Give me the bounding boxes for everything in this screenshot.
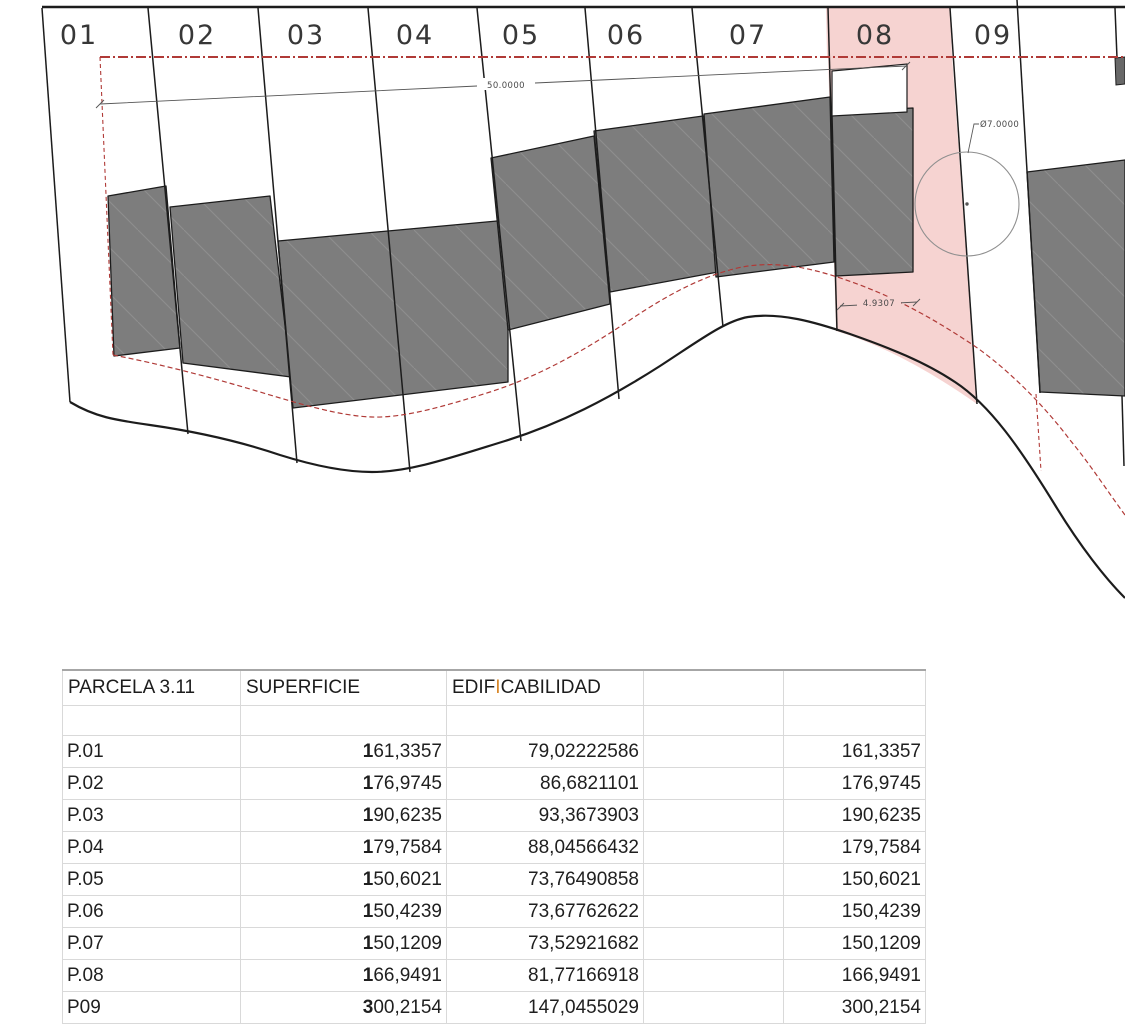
header-highlight-letter: I: [495, 677, 501, 698]
edificabilidad-cell: 81,77166918: [446, 959, 644, 992]
parcel-id-cell: P.04: [62, 831, 241, 864]
table-body: P.01 161,3357 79,02222586 161,3357 P.02 176,9…: [62, 735, 926, 1024]
empty-cell: [643, 767, 784, 800]
empty-cell: [643, 991, 784, 1024]
table-row: P.02 176,9745 86,6821101 176,9745: [62, 767, 926, 800]
empty-cell: [643, 831, 784, 864]
parcel-labels: 01 02 03 04 05 06 07 08 09: [60, 20, 1012, 51]
table-row: P.03 190,6235 93,3673903 190,6235: [62, 799, 926, 832]
building-parcel-05: [490, 135, 611, 331]
table-row: P.06 150,4239 73,67762622 150,4239: [62, 895, 926, 928]
empty-cell: [643, 863, 784, 896]
building-parcel-01: [107, 185, 181, 357]
empty-cell: [643, 927, 784, 960]
edificabilidad-cell: 147,0455029: [446, 991, 644, 1024]
offset-dimension-label: 4.9307: [863, 299, 895, 309]
building-blocks: [107, 96, 1125, 409]
offset-dimension: 4.9307: [836, 297, 921, 311]
table-row: P.07 150,1209 73,52921682 150,1209: [62, 927, 926, 960]
superficie-copy-cell: 166,9491: [783, 959, 926, 992]
header-empty-1: [643, 669, 784, 706]
edificabilidad-cell: 73,67762622: [446, 895, 644, 928]
parcel-label-09: 09: [974, 20, 1012, 51]
header-edificabilidad: EDIFICABILIDAD: [446, 669, 644, 706]
superficie-copy-cell: 300,2154: [783, 991, 926, 1024]
edificabilidad-cell: 73,76490858: [446, 863, 644, 896]
superficie-cell: 190,6235: [240, 799, 447, 832]
superficie-cell: 150,6021: [240, 863, 447, 896]
empty-cell: [643, 959, 784, 992]
parcel-id-cell: P.02: [62, 767, 241, 800]
superficie-copy-cell: 150,6021: [783, 863, 926, 896]
parcel-id-cell: P.05: [62, 863, 241, 896]
table-header-row: PARCELA 3.11 SUPERFICIE EDIFICABILIDAD: [62, 669, 926, 706]
edificabilidad-cell: 73,52921682: [446, 927, 644, 960]
superficie-cell: 166,9491: [240, 959, 447, 992]
width-dimension-label: 50.0000: [487, 81, 525, 91]
superficie-copy-cell: 190,6235: [783, 799, 926, 832]
table-row: P.08 166,9491 81,77166918 166,9491: [62, 959, 926, 992]
superficie-copy-cell: 161,3357: [783, 735, 926, 768]
table-spacer-row: [62, 705, 926, 736]
empty-cell: [643, 799, 784, 832]
parcel-id-cell: P.01: [62, 735, 241, 768]
parcel-label-06: 06: [607, 20, 645, 51]
building-parcel-07: [703, 96, 835, 278]
table-row: P.05 150,6021 73,76490858 150,6021: [62, 863, 926, 896]
building-parcel-08: [831, 107, 914, 277]
parcel-boundaries: [41, 0, 1125, 599]
building-parcel-02: [169, 195, 292, 378]
superficie-copy-cell: 150,4239: [783, 895, 926, 928]
parcel-id-cell: P09: [62, 991, 241, 1024]
edificabilidad-cell: 93,3673903: [446, 799, 644, 832]
parcel-label-01: 01: [60, 20, 98, 51]
parcel-label-08: 08: [856, 20, 894, 51]
parcel-label-05: 05: [502, 20, 540, 51]
site-plan-drawing: 50.0000 Ø7.0000 4.9307 01 02 03 04 05 06…: [41, 0, 1125, 599]
parcel-id-cell: P.06: [62, 895, 241, 928]
superficie-cell: 176,9745: [240, 767, 447, 800]
table-row: P.01 161,3357 79,02222586 161,3357: [62, 735, 926, 768]
superficie-cell: 300,2154: [240, 991, 447, 1024]
parcel-id-cell: P.03: [62, 799, 241, 832]
superficie-copy-cell: 150,1209: [783, 927, 926, 960]
header-empty-2: [783, 669, 926, 706]
superficie-cell: 161,3357: [240, 735, 447, 768]
parcel-data-table: PARCELA 3.11 SUPERFICIE EDIFICABILIDAD P…: [62, 669, 926, 1024]
superficie-copy-cell: 176,9745: [783, 767, 926, 800]
superficie-copy-cell: 179,7584: [783, 831, 926, 864]
parcel-label-02: 02: [178, 20, 216, 51]
table-row: P.04 179,7584 88,04566432 179,7584: [62, 831, 926, 864]
diameter-dimension-label: Ø7.0000: [980, 119, 1019, 130]
table-row: P09 300,2154 147,0455029 300,2154: [62, 991, 926, 1024]
building-parcel-10: [1026, 159, 1125, 397]
parcel-id-cell: P.07: [62, 927, 241, 960]
header-superficie: SUPERFICIE: [240, 669, 447, 706]
empty-cell: [643, 735, 784, 768]
parcel-label-07: 07: [729, 20, 767, 51]
edificabilidad-cell: 86,6821101: [446, 767, 644, 800]
empty-cell: [643, 895, 784, 928]
road-edge-curve: [69, 314, 1125, 599]
building-parcel-03-04: [277, 219, 509, 409]
parcel-id-cell: P.08: [62, 959, 241, 992]
parcel-label-04: 04: [396, 20, 434, 51]
header-parcela: PARCELA 3.11: [62, 669, 241, 706]
building-parcel-06: [593, 115, 719, 293]
edificabilidad-cell: 88,04566432: [446, 831, 644, 864]
red-alignment-lines: [99, 56, 1125, 516]
building-edge-block: [1114, 56, 1125, 86]
parcel-label-03: 03: [287, 20, 325, 51]
edificabilidad-cell: 79,02222586: [446, 735, 644, 768]
roundabout-circle: Ø7.0000: [914, 119, 1020, 257]
superficie-cell: 179,7584: [240, 831, 447, 864]
superficie-cell: 150,1209: [240, 927, 447, 960]
white-setback-block: [831, 63, 908, 117]
width-dimension: 50.0000: [95, 61, 911, 109]
superficie-cell: 150,4239: [240, 895, 447, 928]
